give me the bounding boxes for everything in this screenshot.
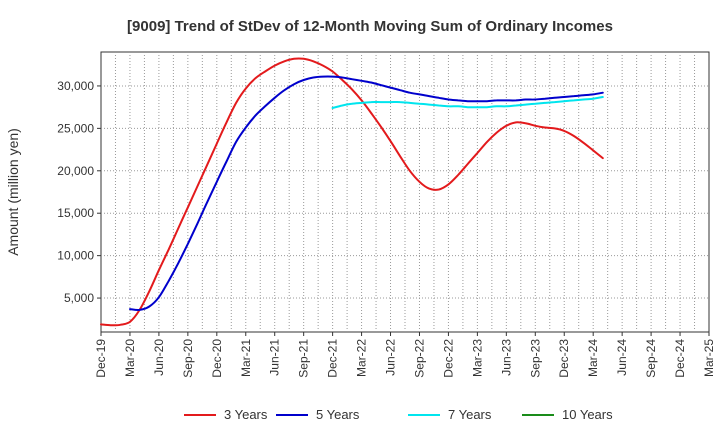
x-tick-label: Jun-23 <box>499 339 513 376</box>
chart-title: [9009] Trend of StDev of 12-Month Moving… <box>127 18 613 35</box>
y-tick-label: 30,000 <box>57 79 94 93</box>
x-tick-label: Mar-24 <box>586 339 600 377</box>
x-tick-label: Dec-22 <box>441 339 455 378</box>
grid-lines <box>101 52 709 332</box>
x-tick-label: Jun-22 <box>384 339 398 376</box>
y-tick-label: 15,000 <box>57 206 94 220</box>
x-tick-label: Dec-23 <box>557 339 571 378</box>
legend-label-10-years: 10 Years <box>562 407 613 422</box>
series-line-5-years <box>129 75 604 312</box>
y-tick-label: 10,000 <box>57 249 94 263</box>
x-tick-label: Dec-21 <box>326 339 340 378</box>
y-axis: 5,000 10,000 15,000 20,000 25,000 30,000 <box>57 79 101 305</box>
x-tick-label: Mar-25 <box>702 339 716 377</box>
y-axis-label: Amount (million yen) <box>5 128 21 256</box>
x-tick-label: Mar-21 <box>239 339 253 377</box>
y-tick-label: 20,000 <box>57 164 94 178</box>
legend-label-3-years: 3 Years <box>224 407 268 422</box>
series-line-7-years <box>331 96 604 109</box>
legend-label-7-years: 7 Years <box>448 407 492 422</box>
x-tick-label: Mar-22 <box>355 339 369 377</box>
y-tick-label: 5,000 <box>64 291 94 305</box>
x-tick-label: Dec-20 <box>210 339 224 378</box>
x-tick-label: Jun-24 <box>615 339 629 376</box>
x-tick-label: Jun-20 <box>152 339 166 376</box>
x-tick-label: Mar-20 <box>123 339 137 377</box>
x-tick-label: Jun-21 <box>268 339 282 376</box>
y-tick-label: 25,000 <box>57 121 94 135</box>
x-tick-label: Sep-23 <box>528 339 542 378</box>
x-tick-label: Sep-20 <box>181 339 195 378</box>
x-tick-label: Dec-19 <box>94 339 108 378</box>
x-tick-label: Sep-22 <box>412 339 426 378</box>
x-tick-label: Mar-23 <box>470 339 484 377</box>
x-tick-label: Sep-24 <box>644 339 658 378</box>
legend: 3 Years 5 Years 7 Years 10 Years <box>184 407 613 422</box>
series-lines <box>100 57 604 327</box>
x-axis: Dec-19 Mar-20 Jun-20 Sep-20 Dec-20 Mar-21 Jun-… <box>94 332 716 378</box>
x-tick-label: Dec-24 <box>673 339 687 378</box>
legend-label-5-years: 5 Years <box>316 407 360 422</box>
series-line-3-years <box>100 57 604 327</box>
x-tick-label: Sep-21 <box>297 339 311 378</box>
